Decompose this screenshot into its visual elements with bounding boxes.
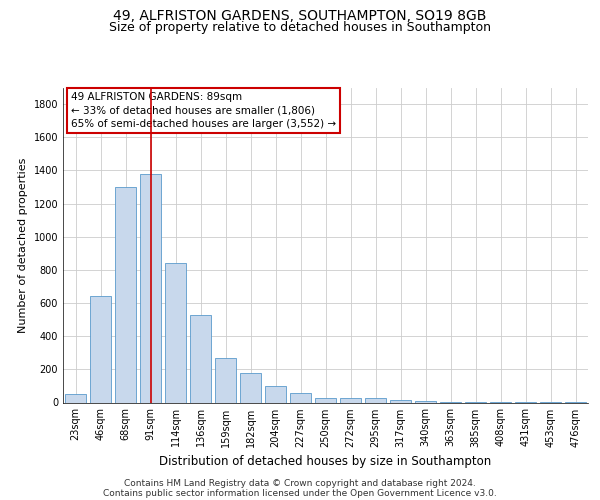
Text: Size of property relative to detached houses in Southampton: Size of property relative to detached ho… [109, 21, 491, 34]
Bar [415, 401, 436, 402]
Bar [290, 392, 311, 402]
Text: Contains HM Land Registry data © Crown copyright and database right 2024.: Contains HM Land Registry data © Crown c… [124, 479, 476, 488]
Text: Contains public sector information licensed under the Open Government Licence v3: Contains public sector information licen… [103, 489, 497, 498]
Y-axis label: Number of detached properties: Number of detached properties [18, 158, 28, 332]
Bar [315, 398, 336, 402]
Bar [165, 263, 186, 402]
Bar [115, 187, 136, 402]
Bar [240, 374, 261, 402]
Bar [390, 400, 411, 402]
Bar [90, 296, 111, 403]
Bar [365, 398, 386, 402]
Bar [140, 174, 161, 402]
X-axis label: Distribution of detached houses by size in Southampton: Distribution of detached houses by size … [160, 455, 491, 468]
Bar [215, 358, 236, 403]
Text: 49 ALFRISTON GARDENS: 89sqm
← 33% of detached houses are smaller (1,806)
65% of : 49 ALFRISTON GARDENS: 89sqm ← 33% of det… [71, 92, 336, 128]
Bar [340, 398, 361, 402]
Bar [65, 394, 86, 402]
Text: 49, ALFRISTON GARDENS, SOUTHAMPTON, SO19 8GB: 49, ALFRISTON GARDENS, SOUTHAMPTON, SO19… [113, 9, 487, 23]
Bar [190, 316, 211, 402]
Bar [265, 386, 286, 402]
